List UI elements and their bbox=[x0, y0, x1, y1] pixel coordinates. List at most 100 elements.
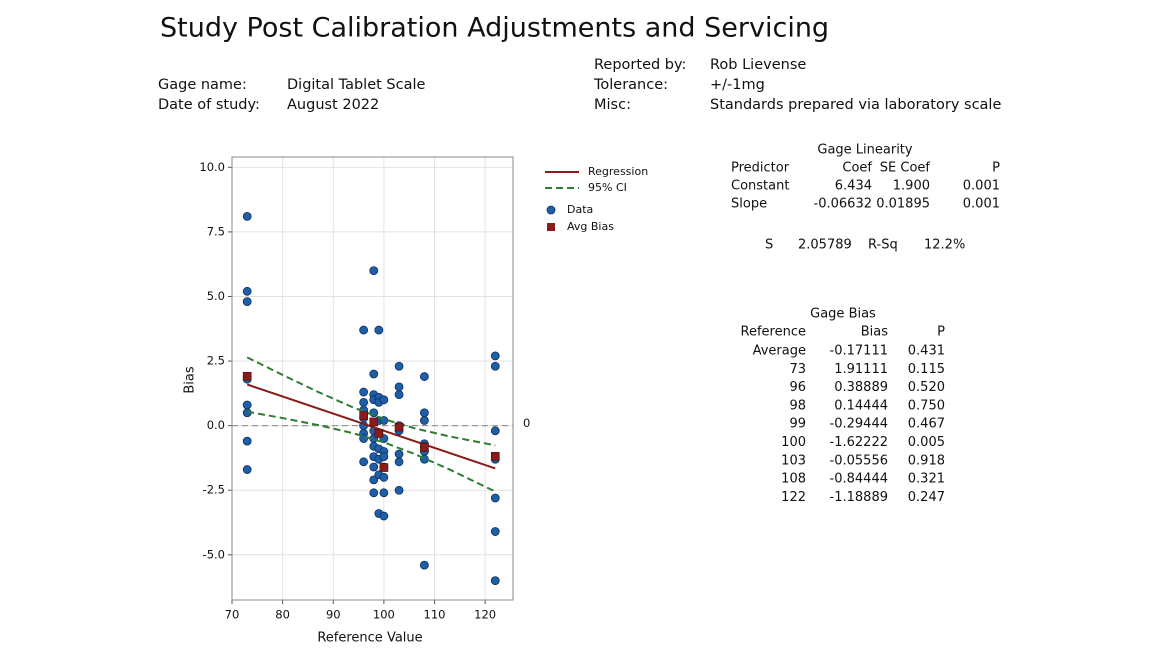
table-cell: 1.91111 bbox=[834, 362, 888, 377]
table-cell: 1.900 bbox=[893, 179, 930, 194]
table-title: Gage Linearity bbox=[817, 143, 913, 158]
x-tick-label: 80 bbox=[275, 608, 290, 622]
y-tick-label: 5.0 bbox=[207, 289, 225, 303]
legend-label: 95% CI bbox=[588, 181, 627, 194]
table-cell: 96 bbox=[789, 380, 806, 395]
data-point bbox=[374, 325, 384, 335]
data-point bbox=[490, 361, 500, 371]
x-tick-label: 120 bbox=[474, 608, 496, 622]
field-label: Misc: bbox=[594, 97, 631, 113]
data-point bbox=[419, 408, 429, 418]
y-tick-label: 10.0 bbox=[199, 160, 225, 174]
table-header: SE Coef bbox=[880, 161, 931, 176]
data-point bbox=[359, 397, 369, 407]
data-point bbox=[242, 286, 252, 296]
data-point bbox=[394, 361, 404, 371]
data-point bbox=[359, 387, 369, 397]
y-tick-label: -5.0 bbox=[203, 547, 225, 561]
table-cell: 0.38889 bbox=[834, 380, 888, 395]
avg-bias bbox=[394, 422, 404, 432]
table-cell: 0.005 bbox=[908, 435, 945, 450]
data-point bbox=[379, 452, 389, 462]
x-tick-label: 90 bbox=[326, 608, 341, 622]
table-cell: Average bbox=[753, 344, 806, 359]
y-axis-label: Bias bbox=[183, 366, 198, 393]
plot-frame bbox=[231, 156, 514, 601]
data-point bbox=[394, 390, 404, 400]
table-cell: -0.84444 bbox=[830, 472, 888, 487]
legend-label: Regression bbox=[588, 165, 648, 178]
legend-label: Data bbox=[567, 203, 593, 216]
field-value: Standards prepared via laboratory scale bbox=[710, 97, 1001, 113]
data-point bbox=[419, 560, 429, 570]
table-cell: 0.918 bbox=[908, 453, 945, 468]
data-point bbox=[242, 212, 252, 221]
data-point bbox=[379, 472, 389, 482]
table-cell: 73 bbox=[789, 362, 806, 377]
data-point bbox=[394, 449, 404, 459]
legend-key bbox=[547, 223, 555, 231]
avg-bias bbox=[374, 428, 384, 438]
x-tick-label: 110 bbox=[424, 608, 446, 622]
table-title: Gage Bias bbox=[810, 307, 876, 322]
legend-key bbox=[546, 205, 556, 215]
y-tick-label: 0.0 bbox=[207, 418, 225, 432]
table-cell: 6.434 bbox=[835, 179, 872, 194]
data-point bbox=[419, 416, 429, 425]
table-cell: 99 bbox=[789, 417, 806, 432]
table-header: Predictor bbox=[731, 161, 790, 176]
table-cell: 0.001 bbox=[963, 179, 1000, 194]
data-point bbox=[242, 297, 252, 307]
table-cell: Constant bbox=[731, 179, 789, 194]
avg-bias bbox=[490, 452, 500, 461]
table-cell: 0.750 bbox=[908, 398, 945, 413]
data-point bbox=[379, 511, 389, 521]
data-point bbox=[369, 462, 379, 472]
y-tick-label: -2.5 bbox=[203, 483, 225, 497]
field-label: Reported by: bbox=[594, 57, 686, 73]
data-point bbox=[394, 485, 404, 495]
data-point bbox=[490, 527, 500, 536]
field-value: +/-1mg bbox=[710, 77, 765, 93]
table-cell: 0.001 bbox=[963, 197, 1000, 212]
data-point bbox=[394, 382, 404, 392]
avg-bias bbox=[369, 417, 379, 427]
y-tick-label: 7.5 bbox=[207, 224, 225, 238]
data-point bbox=[369, 369, 379, 379]
report-title: Study Post Calibration Adjustments and S… bbox=[160, 13, 829, 44]
summary-cell: 12.2% bbox=[924, 238, 965, 253]
table-header: P bbox=[937, 325, 945, 340]
field-label: Tolerance: bbox=[593, 77, 668, 93]
table-header: Bias bbox=[861, 325, 888, 340]
table-cell: 103 bbox=[781, 453, 806, 468]
table-cell: -0.05556 bbox=[830, 453, 888, 468]
regression-line bbox=[246, 383, 496, 470]
table-header: Reference bbox=[741, 325, 806, 340]
avg-bias bbox=[242, 371, 252, 381]
data-point bbox=[379, 488, 389, 498]
data-point bbox=[369, 488, 379, 498]
field-value: August 2022 bbox=[287, 97, 379, 113]
table-cell: 0.247 bbox=[908, 490, 945, 505]
data-point bbox=[394, 457, 404, 467]
data-point bbox=[359, 325, 369, 335]
x-tick-label: 70 bbox=[225, 608, 240, 622]
data-point bbox=[490, 493, 500, 503]
avg-bias bbox=[420, 443, 429, 452]
table-cell: -0.06632 bbox=[814, 197, 872, 212]
data-point bbox=[379, 395, 389, 405]
table-cell: -0.17111 bbox=[830, 344, 888, 359]
table-cell: 100 bbox=[781, 435, 806, 450]
field-value: Rob Lievense bbox=[710, 57, 806, 73]
table-cell: Slope bbox=[731, 197, 767, 212]
table-cell: 122 bbox=[781, 490, 806, 505]
table-cell: -1.62222 bbox=[830, 435, 888, 450]
avg-bias bbox=[379, 463, 389, 472]
data-point bbox=[242, 465, 252, 474]
data-point bbox=[490, 426, 500, 436]
table-header: P bbox=[992, 161, 1000, 176]
table-cell: 0.115 bbox=[908, 362, 945, 377]
reference-label: 0 bbox=[523, 416, 530, 430]
avg-bias bbox=[359, 411, 368, 420]
